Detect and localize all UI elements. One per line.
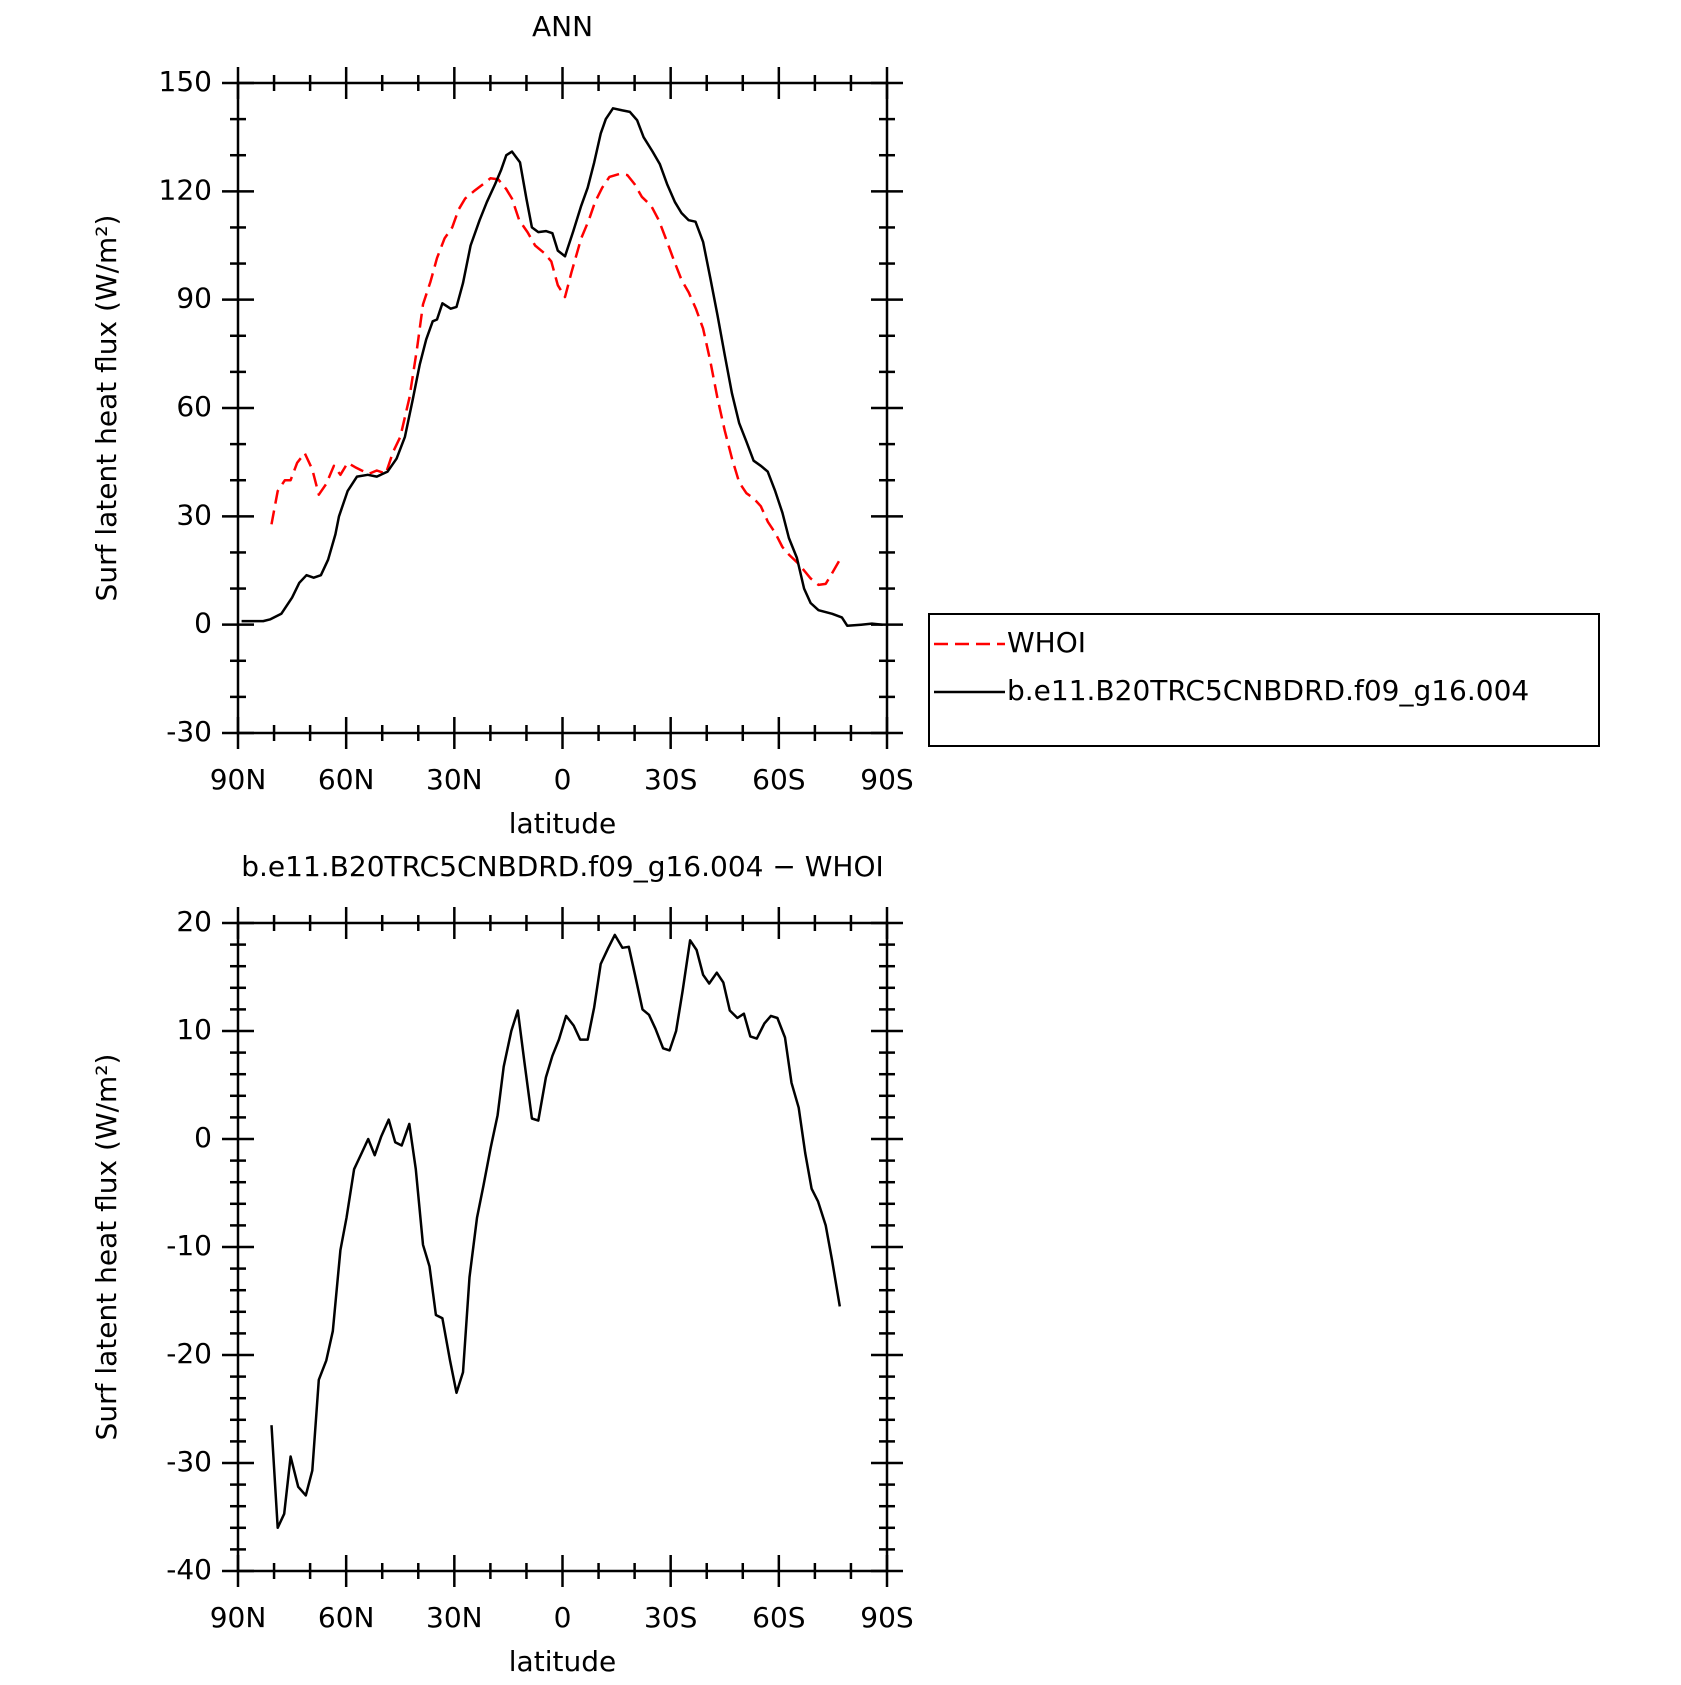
x-tick-label: 30S	[644, 1601, 697, 1634]
y-axis-label: Surf latent heat flux (W/m²)	[90, 215, 123, 602]
plot-frame	[236, 81, 889, 735]
x-tick-label: 60N	[318, 763, 375, 796]
y-tick-label: 90	[176, 282, 212, 315]
x-tick-label: 60S	[752, 763, 805, 796]
y-tick-label: 10	[176, 1013, 212, 1046]
y-tick-label: -30	[166, 1445, 212, 1478]
x-tick-label: 0	[554, 1601, 572, 1634]
legend-box	[928, 613, 1600, 747]
x-tick-label: 60N	[318, 1601, 375, 1634]
data-line	[270, 933, 842, 1530]
data-line	[270, 172, 841, 587]
y-tick-label: 120	[159, 173, 212, 206]
x-axis-label: latitude	[509, 1645, 616, 1678]
y-tick-label: 0	[194, 607, 212, 640]
x-tick-label: 90S	[860, 763, 913, 796]
chart-title: ANN	[532, 10, 593, 43]
chart-title: b.e11.B20TRC5CNBDRD.f09_g16.004 − WHOI	[241, 850, 884, 883]
plot-frame	[236, 921, 889, 1573]
legend-label: b.e11.B20TRC5CNBDRD.f09_g16.004	[1007, 674, 1529, 707]
x-tick-label: 60S	[752, 1601, 805, 1634]
y-tick-label: 20	[176, 905, 212, 938]
y-tick-label: -20	[166, 1337, 212, 1370]
y-tick-label: 60	[176, 390, 212, 423]
x-tick-label: 0	[554, 763, 572, 796]
legend-label: WHOI	[1007, 626, 1086, 659]
y-tick-label: -30	[166, 715, 212, 748]
y-tick-label: -40	[166, 1553, 212, 1586]
y-tick-label: -10	[166, 1229, 212, 1262]
x-tick-label: 30S	[644, 763, 697, 796]
x-tick-label: 90N	[210, 763, 267, 796]
y-tick-label: 0	[194, 1121, 212, 1154]
data-line	[241, 107, 883, 628]
x-axis-label: latitude	[509, 807, 616, 840]
y-tick-label: 30	[176, 498, 212, 531]
x-tick-label: 90N	[210, 1601, 267, 1634]
x-tick-label: 90S	[860, 1601, 913, 1634]
y-axis-label: Surf latent heat flux (W/m²)	[90, 1054, 123, 1441]
x-tick-label: 30N	[426, 763, 483, 796]
y-tick-label: 150	[159, 65, 212, 98]
x-tick-label: 30N	[426, 1601, 483, 1634]
